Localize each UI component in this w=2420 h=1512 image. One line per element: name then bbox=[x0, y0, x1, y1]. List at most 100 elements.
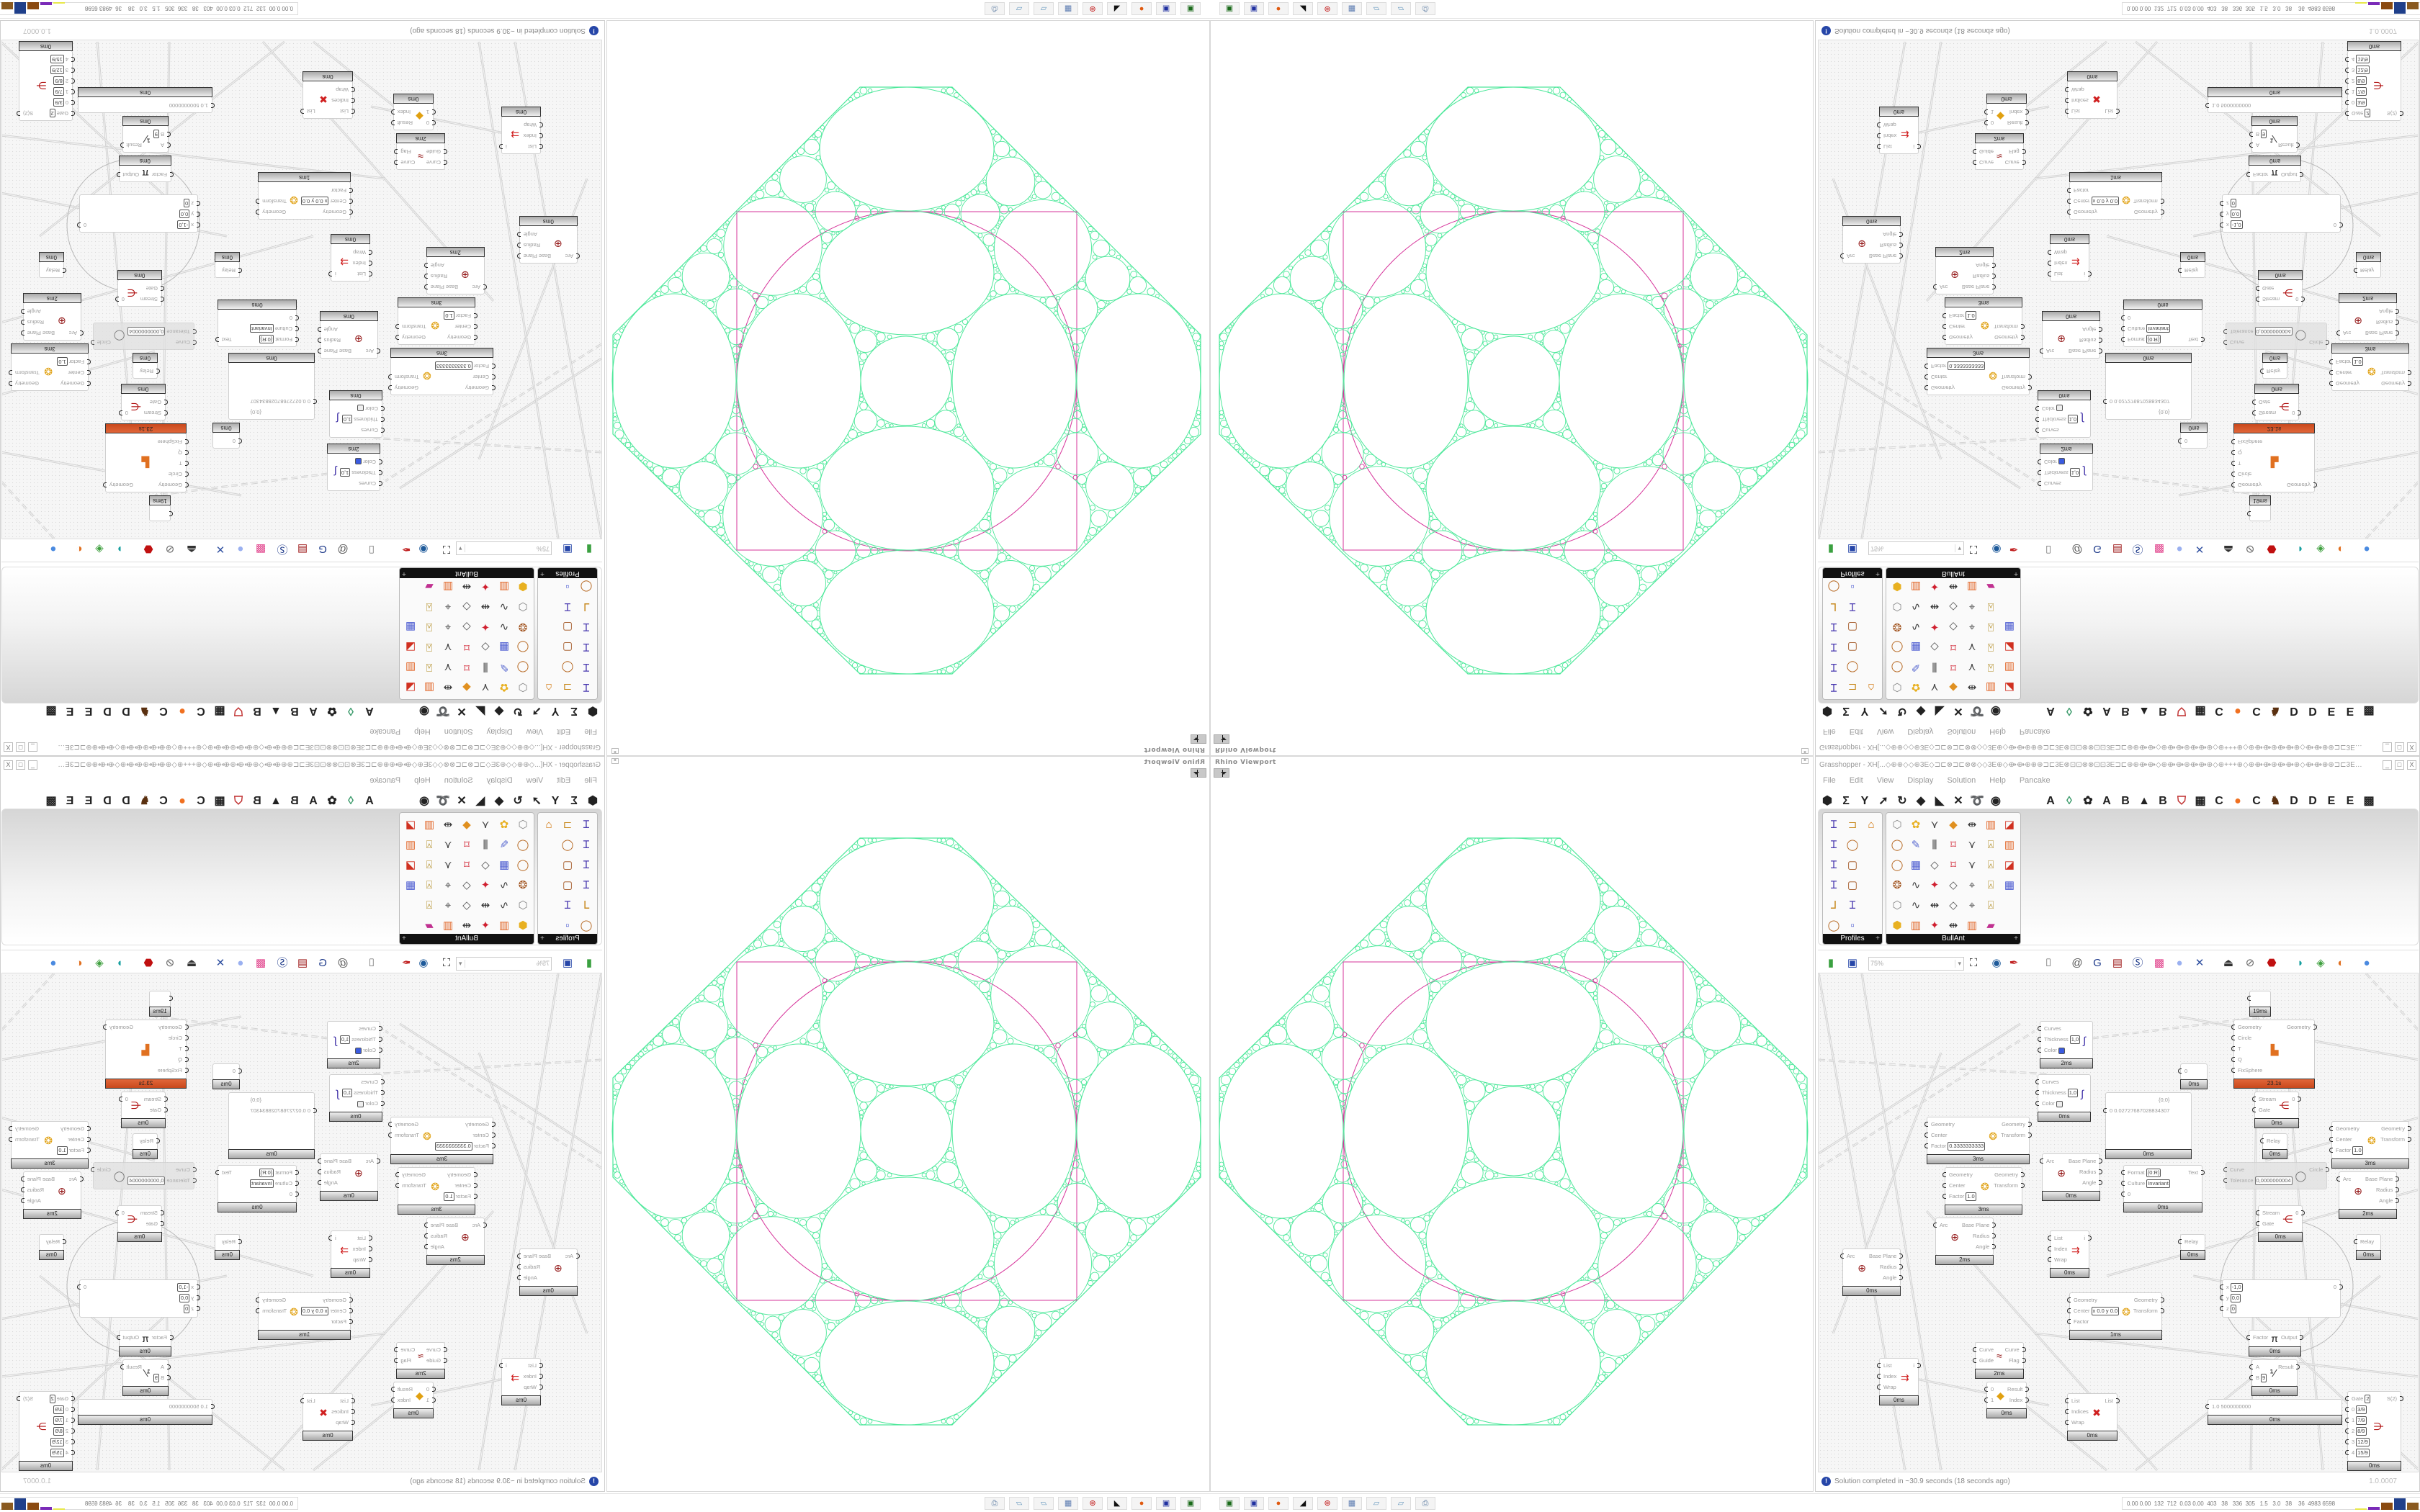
notepad-icon[interactable]: ▱ bbox=[1034, 2, 1054, 15]
plugin-a-icon[interactable]: A bbox=[2046, 795, 2055, 807]
i-section-icon[interactable]: Ɪ bbox=[583, 681, 590, 693]
output-grip[interactable] bbox=[2408, 1137, 2411, 1142]
node-packing[interactable]: Geometry Circle T Q FixSphere ▙ Geometry 23.1s bbox=[2231, 423, 2317, 492]
color-swatch[interactable] bbox=[355, 1047, 362, 1054]
menu-pancake[interactable]: Pancake bbox=[2019, 727, 2051, 736]
bars-icon[interactable]: ⫼ bbox=[483, 839, 488, 851]
close-icon[interactable]: × bbox=[1801, 758, 1809, 764]
node-stream-gate[interactable]: Stream Gate ⋲ 0 0ms bbox=[2256, 270, 2305, 307]
output-grip[interactable] bbox=[395, 1172, 399, 1177]
lifebuoy-icon[interactable]: ⊛ bbox=[1083, 1497, 1103, 1510]
menu-display[interactable]: Display bbox=[1907, 776, 1934, 785]
input-value[interactable]: 15/9 bbox=[2356, 55, 2370, 63]
puzzle-icon[interactable]: ✿ bbox=[2083, 705, 2093, 717]
input-grip[interactable] bbox=[2329, 381, 2333, 386]
quad-icon[interactable]: ⌑ bbox=[1950, 641, 1956, 653]
node-deconstruct-arc[interactable]: Arc ⊕ Base Plane Radius Angle 2ms bbox=[424, 1218, 487, 1265]
output-grip[interactable] bbox=[90, 1167, 94, 1172]
plugin-d-icon[interactable]: D bbox=[2290, 795, 2298, 807]
sphere-icon[interactable]: ❂ bbox=[1892, 879, 1902, 891]
dim-icon[interactable]: ⇹ bbox=[443, 681, 453, 693]
plugin-e-icon[interactable]: E bbox=[2327, 705, 2336, 717]
input-value[interactable]: {0:R} bbox=[259, 1169, 274, 1177]
output-grip[interactable] bbox=[20, 309, 24, 314]
input-value[interactable]: 1.0 bbox=[57, 1146, 68, 1155]
input-value[interactable]: 8/9 bbox=[53, 76, 64, 85]
i-beam-icon[interactable]: Ɪ bbox=[583, 879, 590, 891]
input-grip[interactable] bbox=[2067, 199, 2071, 204]
ring-icon[interactable]: ◯ bbox=[580, 580, 593, 593]
output-grip[interactable] bbox=[516, 232, 521, 237]
at-icon[interactable]: @ bbox=[337, 543, 349, 555]
rhino-viewport[interactable]: Rhino Viewport × bbox=[606, 20, 1210, 756]
bell-icon[interactable]: ⏏ bbox=[2223, 957, 2234, 969]
node-icon[interactable]: ⌖ bbox=[1968, 621, 1976, 633]
node-deconstruct-arc[interactable]: Arc ⊕ Base Plane Radius Angle 0ms bbox=[516, 1248, 580, 1296]
output-grip[interactable] bbox=[2099, 1180, 2103, 1185]
lock-icon[interactable]: ⍓ bbox=[426, 899, 433, 912]
output-grip[interactable] bbox=[1992, 1244, 1996, 1249]
input-value[interactable]: 7/9 bbox=[53, 87, 64, 96]
input-value[interactable]: 3/9 bbox=[53, 98, 64, 107]
input-grip[interactable] bbox=[1877, 1363, 1881, 1368]
output-grip[interactable] bbox=[300, 1398, 304, 1403]
menu-solution[interactable]: Solution bbox=[444, 727, 473, 736]
sketch-pen-icon[interactable]: ✒ bbox=[2009, 543, 2019, 555]
half-sphere-icon[interactable]: ◐ bbox=[2337, 543, 2344, 555]
input-grip[interactable] bbox=[2220, 1284, 2223, 1290]
arch-icon[interactable]: ⌂ bbox=[545, 819, 552, 831]
input-value[interactable]: 0,0 bbox=[179, 1294, 190, 1302]
graph-icon[interactable]: ◪ bbox=[2004, 681, 2015, 693]
menu-pancake[interactable]: Pancake bbox=[369, 727, 401, 736]
input-grip[interactable] bbox=[2035, 1079, 2039, 1084]
node-relay[interactable]: 19ms bbox=[2247, 991, 2271, 1017]
notepad2-icon[interactable]: ▱ bbox=[1391, 2, 1411, 15]
plugin-e2-icon[interactable]: E bbox=[2346, 705, 2354, 717]
input-grip[interactable] bbox=[1942, 313, 1946, 318]
input-grip[interactable] bbox=[2252, 410, 2256, 415]
node-panel[interactable]: {0;0} 0 0.02727687028834307 0ms bbox=[228, 353, 317, 420]
input-grip[interactable] bbox=[1984, 120, 1988, 125]
color-swatch[interactable] bbox=[355, 458, 362, 465]
i-section-icon[interactable]: Ɪ bbox=[583, 661, 590, 673]
input-grip[interactable] bbox=[2038, 1026, 2041, 1031]
gem-icon[interactable]: ⬢ bbox=[1892, 919, 1902, 932]
eye-icon[interactable]: ◉ bbox=[418, 543, 429, 555]
output-grip[interactable] bbox=[2028, 1122, 2032, 1127]
input-grip[interactable] bbox=[2038, 1037, 2041, 1042]
minimize-button[interactable]: _ bbox=[28, 742, 37, 752]
node-deconstruct-arc[interactable]: Arc ⊕ Base Plane Radius Angle 0ms bbox=[516, 216, 580, 264]
pen-icon[interactable]: ✎ bbox=[1911, 839, 1921, 851]
package-icon[interactable]: ▩ bbox=[255, 543, 266, 555]
input-grip[interactable] bbox=[2035, 1090, 2039, 1095]
close-icon[interactable]: × bbox=[611, 758, 619, 764]
input-grip[interactable] bbox=[2345, 1428, 2349, 1434]
input-value[interactable]: 7/9 bbox=[2356, 1416, 2367, 1425]
input-value[interactable]: 1.0 bbox=[1966, 1192, 1976, 1201]
node-number-slider[interactable]: 1.0 5000000000 0ms bbox=[2205, 1399, 2342, 1425]
palette-label[interactable]: BullAnt + bbox=[400, 934, 534, 944]
green-shape-icon[interactable]: ◈ bbox=[2316, 957, 2325, 969]
output-grip[interactable] bbox=[77, 1284, 81, 1290]
lock-icon[interactable]: ⍓ bbox=[426, 661, 433, 673]
input-grip[interactable] bbox=[2336, 1176, 2340, 1182]
frame2-icon[interactable]: ▥ bbox=[2004, 661, 2015, 673]
zoom-extents-icon[interactable]: ⛶ bbox=[442, 957, 451, 969]
output-grip[interactable] bbox=[388, 385, 392, 390]
plugin-b-icon[interactable]: B bbox=[290, 705, 299, 717]
flower-icon[interactable]: ✿ bbox=[1911, 819, 1921, 831]
node-flip-curve[interactable]: Curve Guide ≈ Curve Flag 2ms bbox=[1973, 1342, 2026, 1379]
output-grip[interactable] bbox=[9, 1137, 12, 1142]
input-grip[interactable] bbox=[2252, 400, 2256, 405]
input-value[interactable]: x 0.0 y 0.0 bbox=[2091, 1307, 2120, 1315]
input-grip[interactable] bbox=[2223, 1167, 2227, 1172]
more-tabs-icon[interactable]: ▩ bbox=[45, 705, 57, 717]
node-icon[interactable]: ⌖ bbox=[444, 899, 452, 912]
input-grip[interactable] bbox=[2220, 1306, 2223, 1311]
ring-icon[interactable]: ◯ bbox=[1846, 839, 1859, 851]
